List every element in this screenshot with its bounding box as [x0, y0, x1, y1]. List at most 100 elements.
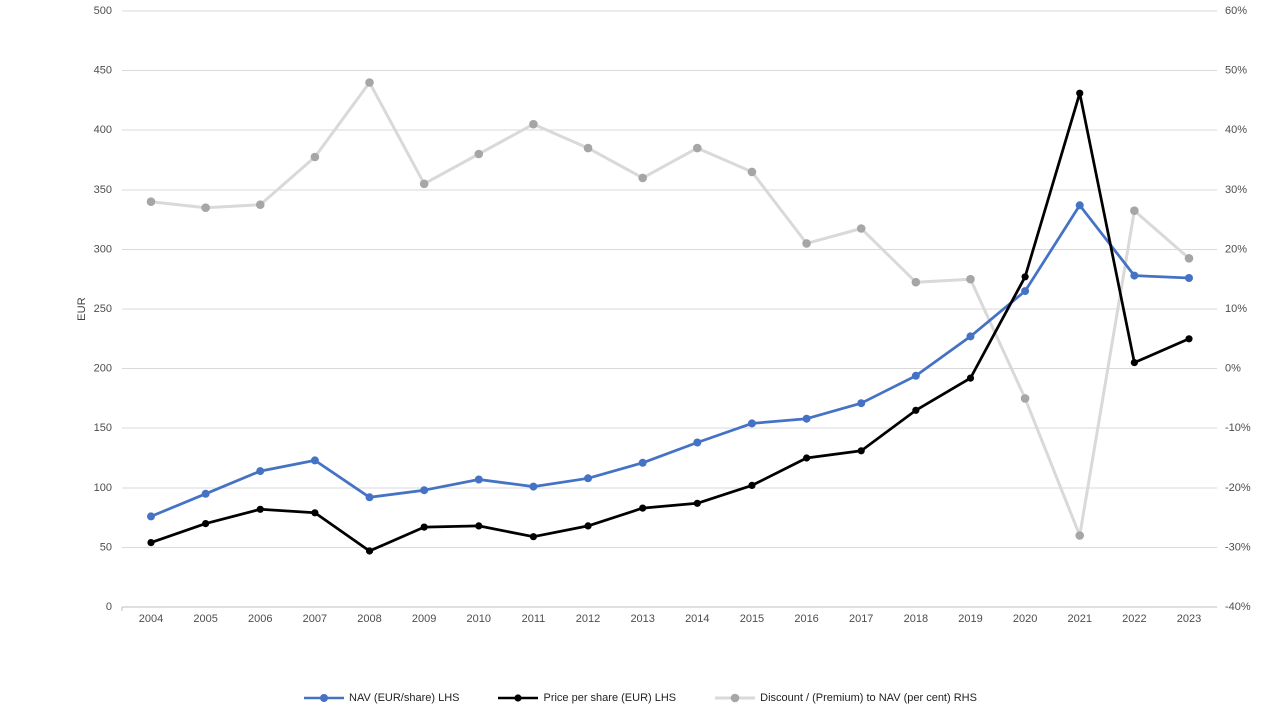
data-point-marker — [911, 277, 921, 287]
series-2 — [146, 78, 1194, 540]
data-point-marker — [365, 493, 374, 502]
data-point-marker — [639, 504, 647, 512]
data-point-marker — [1021, 287, 1030, 296]
series-line — [149, 81, 1191, 537]
right-axis-tick-label: 10% — [1225, 303, 1247, 315]
x-axis-label: 2020 — [1013, 613, 1037, 625]
x-axis-label: 2019 — [958, 613, 982, 625]
data-point-marker — [1021, 273, 1029, 281]
left-axis-tick-label: 150 — [94, 422, 112, 434]
left-axis-tick-label: 250 — [94, 303, 112, 315]
data-point-marker — [1020, 394, 1030, 403]
gridlines — [121, 10, 1217, 611]
data-point-marker — [748, 481, 756, 489]
data-point-marker — [1076, 89, 1084, 97]
x-axis-label: 2004 — [139, 613, 163, 625]
chart-legend: NAV (EUR/share) LHS Price per share (EUR… — [0, 692, 1280, 704]
right-axis-tick-label: 40% — [1225, 124, 1247, 136]
x-axis-label: 2021 — [1067, 613, 1091, 625]
left-axis-tick-label: 400 — [94, 124, 112, 136]
left-axis-tick-label: 300 — [94, 243, 112, 255]
data-point-marker — [856, 224, 866, 233]
data-point-marker — [802, 414, 811, 423]
legend-label-discount: Discount / (Premium) to NAV (per cent) R… — [760, 692, 977, 704]
left-axis-tick-label: 500 — [94, 5, 112, 17]
axis-tick-labels: 0 -40% 50 -30% 100 -20% 150 -10% 200 0% 250 10% 300 2… — [94, 5, 1251, 613]
x-axis-label: 2016 — [794, 613, 818, 625]
data-point-marker — [420, 523, 428, 531]
right-axis-tick-label: 60% — [1225, 5, 1247, 17]
x-axis-label: 2022 — [1122, 613, 1146, 625]
data-point-marker — [201, 203, 210, 212]
data-point-marker — [419, 179, 429, 189]
legend-label-nav: NAV (EUR/share) LHS — [349, 692, 460, 704]
right-axis-tick-label: 0% — [1225, 363, 1241, 375]
data-point-marker — [584, 474, 593, 483]
data-point-marker — [638, 458, 647, 467]
data-point-marker — [1130, 359, 1138, 367]
data-point-marker — [201, 489, 210, 498]
legend-marker-nav-icon — [304, 694, 345, 702]
x-axis-label: 2023 — [1177, 613, 1201, 625]
data-point-marker — [474, 149, 484, 159]
data-point-marker — [802, 239, 811, 248]
legend-item-nav: NAV (EUR/share) LHS — [303, 692, 459, 704]
data-point-marker — [202, 520, 210, 528]
data-point-marker — [966, 274, 975, 284]
data-point-marker — [584, 522, 592, 530]
right-axis-tick-label: 30% — [1225, 184, 1247, 196]
legend-marker-price-icon — [498, 694, 539, 702]
right-axis-tick-label: -40% — [1225, 601, 1251, 613]
x-axis-labels: 2004 2005 2006 2007 2008 2009 2010 2011 2012 2013… — [139, 613, 1201, 625]
data-point-marker — [693, 499, 701, 507]
x-axis-label: 2014 — [685, 613, 709, 625]
data-point-marker — [365, 78, 374, 87]
data-point-marker — [583, 143, 593, 153]
x-axis-label: 2011 — [522, 613, 546, 625]
data-point-marker — [747, 167, 757, 177]
right-axis-tick-label: 20% — [1225, 243, 1247, 255]
data-point-marker — [529, 119, 538, 129]
data-point-marker — [638, 173, 647, 183]
x-axis-label: 2013 — [630, 613, 654, 625]
data-point-marker — [747, 419, 756, 428]
x-axis-label: 2008 — [357, 613, 381, 625]
data-point-marker — [857, 447, 865, 455]
legend-item-price: Price per share (EUR) LHS — [497, 692, 676, 704]
left-axis-title: EUR — [76, 297, 88, 321]
data-point-marker — [256, 505, 264, 513]
left-axis-tick-label: 200 — [94, 363, 112, 375]
x-axis-label: 2015 — [740, 613, 764, 625]
x-axis-label: 2010 — [467, 613, 491, 625]
data-point-marker — [693, 143, 702, 153]
data-point-marker — [529, 533, 538, 541]
data-point-marker — [966, 374, 975, 382]
data-point-marker — [693, 438, 702, 447]
legend-item-discount: Discount / (Premium) to NAV (per cent) R… — [714, 692, 977, 704]
series-line — [149, 91, 1191, 553]
data-point-marker — [310, 152, 320, 162]
left-axis-tick-label: 450 — [94, 65, 112, 77]
right-axis-tick-label: -20% — [1225, 482, 1251, 494]
legend-label-price: Price per share (EUR) LHS — [543, 692, 677, 704]
left-axis-tick-label: 50 — [100, 541, 112, 553]
data-point-marker — [966, 332, 975, 341]
data-point-marker — [912, 406, 920, 414]
data-point-marker — [365, 547, 374, 555]
data-point-marker — [1075, 531, 1085, 540]
data-point-marker — [256, 467, 265, 476]
series-1 — [147, 89, 1193, 555]
x-axis-label: 2017 — [849, 613, 873, 625]
series-0 — [147, 201, 1193, 521]
x-axis-label: 2018 — [904, 613, 928, 625]
x-axis-label: 2007 — [303, 613, 327, 625]
data-point-marker — [147, 539, 155, 547]
right-axis-tick-label: -30% — [1225, 541, 1251, 553]
data-point-marker — [1130, 206, 1139, 215]
data-point-marker — [310, 456, 319, 465]
left-axis-tick-label: 350 — [94, 184, 112, 196]
data-point-marker — [529, 482, 538, 491]
x-axis-label: 2006 — [248, 613, 272, 625]
x-axis-label: 2009 — [412, 613, 436, 625]
